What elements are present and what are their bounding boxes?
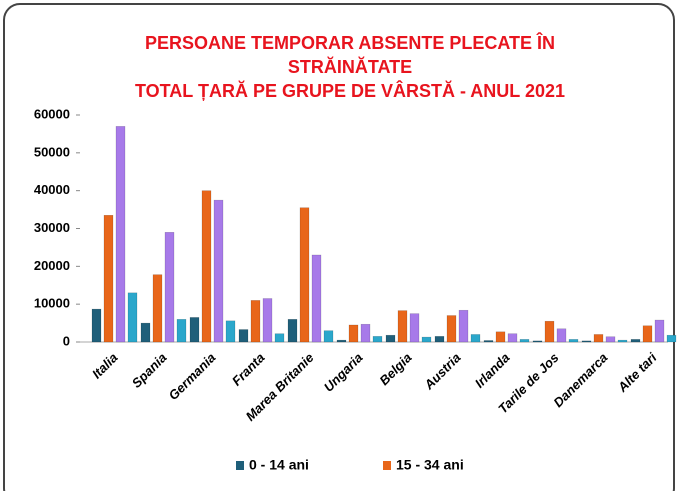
bar <box>593 334 604 343</box>
y-tick-label: 50000 <box>34 144 70 159</box>
bar <box>642 325 653 343</box>
bar <box>421 336 432 343</box>
bar <box>176 319 187 343</box>
bar <box>556 328 567 343</box>
bar <box>630 339 641 343</box>
bar <box>605 336 616 343</box>
y-tick-label: 40000 <box>34 182 70 197</box>
y-tick-label: 20000 <box>34 258 70 273</box>
bar <box>581 340 592 343</box>
bar <box>519 339 530 343</box>
bar <box>470 334 481 343</box>
bar <box>250 300 261 343</box>
bar <box>274 333 285 343</box>
bar <box>323 330 334 343</box>
bar <box>397 310 408 343</box>
bar <box>372 336 383 343</box>
bar <box>189 317 200 343</box>
bar <box>127 292 138 343</box>
bar <box>409 313 420 343</box>
y-tick-label: 60000 <box>34 106 70 121</box>
chart-title: STRĂINĂTATE <box>288 56 412 77</box>
bar <box>287 319 298 343</box>
bar <box>140 322 151 343</box>
bar <box>360 323 371 343</box>
bar <box>458 309 469 343</box>
bar <box>507 333 518 343</box>
bar <box>262 298 273 343</box>
bar <box>385 334 396 343</box>
bar <box>654 319 665 343</box>
bar <box>299 207 310 343</box>
bar <box>164 232 175 343</box>
bar <box>213 199 224 343</box>
bar <box>225 320 236 343</box>
bar <box>666 334 677 343</box>
bar <box>568 339 579 343</box>
bar <box>91 308 102 343</box>
bar <box>544 320 555 343</box>
bar <box>238 329 249 343</box>
chart-title: TOTAL ȚARĂ PE GRUPE DE VÂRSTĂ - ANUL 202… <box>135 80 565 101</box>
chart-title: PERSOANE TEMPORAR ABSENTE PLECATE ÎN <box>145 32 555 53</box>
y-tick-label: 30000 <box>34 220 70 235</box>
legend-label: 15 - 34 ani <box>396 457 464 473</box>
bar <box>311 254 322 343</box>
bar <box>103 215 114 343</box>
bar <box>446 315 457 343</box>
bar <box>483 340 494 343</box>
bar <box>115 126 126 343</box>
frame <box>3 3 675 491</box>
legend-swatch <box>236 461 244 470</box>
bar <box>336 339 347 343</box>
legend-label: 0 - 14 ani <box>249 457 309 473</box>
legend-swatch <box>383 461 391 470</box>
bar <box>617 339 628 343</box>
bar <box>152 274 163 343</box>
y-tick-label: 0 <box>63 333 70 348</box>
bar <box>495 331 506 343</box>
bar <box>348 324 359 343</box>
bar <box>532 340 543 343</box>
bar <box>434 336 445 343</box>
y-tick-label: 10000 <box>34 296 70 311</box>
bar <box>201 190 212 343</box>
